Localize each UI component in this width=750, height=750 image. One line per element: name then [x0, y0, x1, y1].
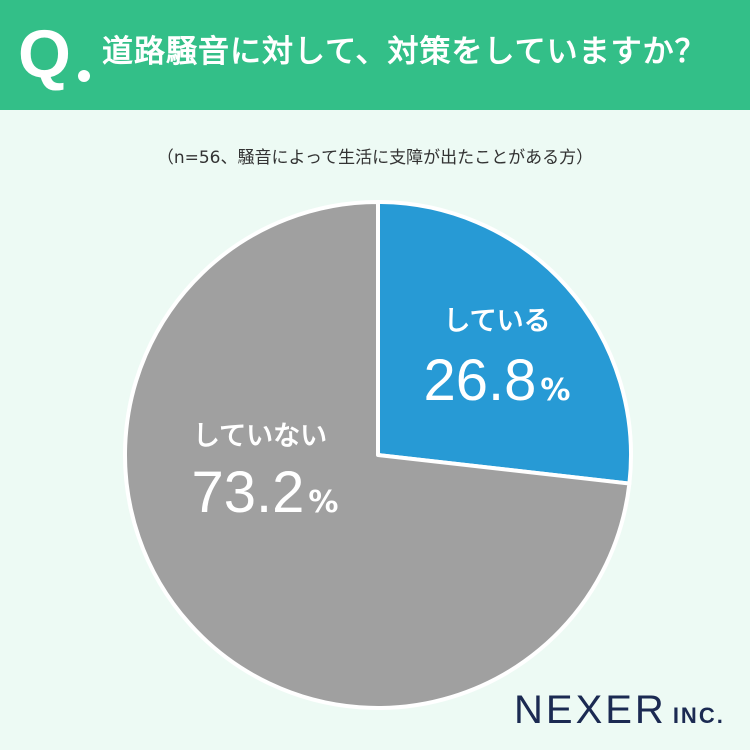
- pie-slices: [123, 200, 633, 710]
- question-header: Q 道路騒音に対して、対策をしていますか？: [0, 0, 750, 110]
- q-dot-icon: [78, 70, 90, 82]
- slice-value-unit-0: %: [540, 373, 570, 408]
- logo-brand: NEXER: [514, 688, 667, 732]
- slice-value-1: 73.2%: [192, 460, 339, 525]
- logo-suffix: INC.: [672, 703, 725, 728]
- chart-subtitle: （n=56、騒音によって生活に支障が出たことがある方）: [156, 148, 594, 168]
- slice-label-1: していない: [193, 421, 327, 452]
- pie-slice-0: [376, 200, 633, 486]
- pie-slice-1: [123, 200, 632, 710]
- pie-labels: している 26.8 % していない 73.2%: [192, 306, 571, 525]
- company-logo: NEXER INC.: [514, 688, 725, 733]
- question-text: 道路騒音に対して、対策をしていますか？: [102, 34, 707, 70]
- slice-value-number-1: 73.2: [192, 460, 305, 525]
- slice-label-0: している: [443, 306, 550, 337]
- slice-value-0: 26.8%: [424, 348, 571, 413]
- q-mark: Q: [18, 16, 71, 92]
- slice-value-number-0: 26.8: [424, 348, 537, 413]
- slice-value-unit-1: %: [308, 485, 338, 520]
